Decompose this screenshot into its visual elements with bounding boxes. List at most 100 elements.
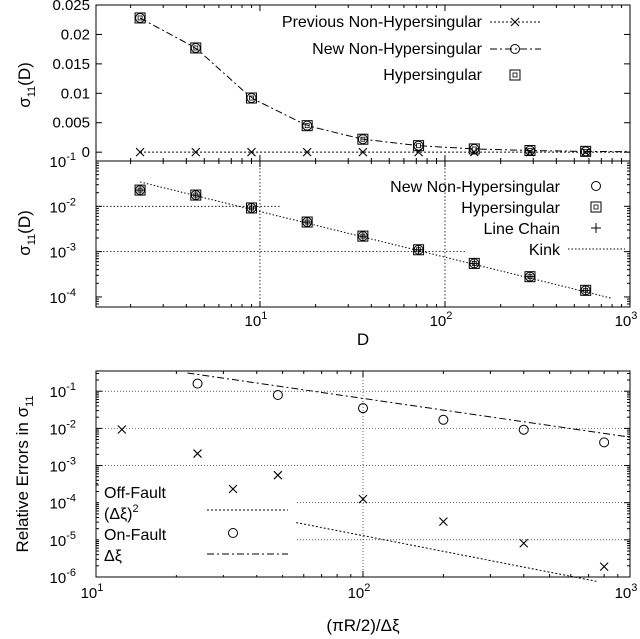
marker-new-non-hypersingular bbox=[469, 143, 480, 154]
marker-on-fault bbox=[438, 414, 449, 425]
legend-label-hypersingular: Hypersingular bbox=[383, 67, 482, 84]
marker-line-chain bbox=[580, 285, 591, 296]
marker-line-chain bbox=[413, 244, 424, 255]
legend-circle-marker-bottom bbox=[228, 528, 238, 538]
series-line-line-chain bbox=[139, 181, 613, 299]
bottom-x-ticks: 101 102 103 bbox=[81, 371, 638, 602]
bottom-y-axis-label: Relative Errors in σ11 bbox=[13, 395, 36, 552]
marker-on-fault bbox=[599, 437, 610, 448]
marker-hypersingular-inner bbox=[471, 146, 477, 152]
marker-line-chain bbox=[524, 271, 535, 282]
middle-y-tick-label: 10-1 bbox=[50, 151, 76, 171]
legend-label-line-chain: Line Chain bbox=[484, 221, 561, 238]
middle-x-tick-label: 103 bbox=[615, 310, 638, 330]
bottom-y-tick-label: 10-4 bbox=[50, 493, 76, 513]
bottom-y-tick-label: 10-6 bbox=[50, 567, 76, 587]
middle-panel: 10-1 10-2 10-3 10-4 101 102 103 σ11(D) D New … bbox=[15, 151, 637, 349]
legend-square-marker bbox=[509, 69, 521, 81]
marker-hypersingular-inner bbox=[304, 123, 310, 129]
marker-off-fault bbox=[273, 470, 283, 480]
legend-label-dxi: Δξ bbox=[104, 548, 122, 565]
marker-line-chain bbox=[469, 258, 480, 269]
legend-label-previous-non-hypersingular: Previous Non-Hypersingular bbox=[282, 14, 483, 31]
marker-line-chain bbox=[246, 202, 257, 213]
marker-new-non-hypersingular bbox=[246, 93, 257, 104]
top-x-ticks bbox=[130, 5, 631, 161]
middle-y-tick-label: 10-3 bbox=[50, 242, 76, 262]
legend-label-kink: Kink bbox=[529, 242, 561, 259]
top-panel: 0 0.005 0.01 0.015 0.02 0.025 σ11(D) Previous… bbox=[15, 0, 631, 162]
legend-label-new-non-hypersingular-mid: New Non-Hypersingular bbox=[390, 179, 561, 196]
marker-line-chain bbox=[135, 185, 146, 196]
marker-off-fault bbox=[358, 494, 368, 504]
bottom-x-tick-label: 102 bbox=[348, 582, 371, 602]
middle-series bbox=[96, 161, 613, 307]
top-y-tick-label: 0.015 bbox=[52, 56, 90, 73]
legend-label-new-non-hypersingular: New Non-Hypersingular bbox=[312, 41, 483, 58]
top-y-tick-label: 0.005 bbox=[52, 115, 90, 132]
marker-off-fault bbox=[438, 517, 448, 526]
legend-circle-marker bbox=[510, 44, 520, 54]
marker-new-non-hypersingular bbox=[357, 134, 368, 145]
marker-hypersingular-inner bbox=[249, 95, 254, 101]
top-y-axis-label: σ11(D) bbox=[15, 62, 38, 108]
marker-line-chain bbox=[302, 217, 313, 228]
legend-label-on-fault: On-Fault bbox=[104, 527, 167, 544]
bottom-x-tick-label: 103 bbox=[615, 582, 638, 602]
marker-on-fault bbox=[272, 390, 283, 401]
marker-new-non-hypersingular bbox=[135, 12, 146, 23]
marker-off-fault bbox=[193, 449, 202, 458]
bottom-y-ticks: 10-1 10-2 10-3 10-4 10-5 10-6 bbox=[50, 372, 630, 587]
top-y-ticks: 0 0.005 0.01 0.015 0.02 0.025 bbox=[52, 0, 630, 161]
marker-line-chain bbox=[357, 231, 368, 242]
middle-plot-frame bbox=[95, 160, 631, 308]
bottom-y-tick-label: 10-1 bbox=[50, 381, 76, 401]
bottom-x-axis-label: (πR/2)/Δξ bbox=[326, 616, 400, 635]
top-y-tick-label: 0.025 bbox=[52, 0, 90, 14]
marker-line-chain bbox=[190, 190, 201, 201]
top-y-tick-label: 0.01 bbox=[61, 85, 90, 102]
legend-square-marker-mid bbox=[590, 201, 602, 213]
marker-hypersingular-inner bbox=[416, 143, 421, 149]
bottom-legend-box bbox=[99, 480, 295, 575]
bottom-y-tick-label: 10-3 bbox=[50, 456, 76, 476]
middle-y-tick-label: 10-2 bbox=[50, 196, 76, 216]
marker-previous-non-hypersingular bbox=[469, 147, 479, 157]
marker-previous-non-hypersingular bbox=[191, 147, 201, 157]
marker-hypersingular-inner bbox=[583, 148, 589, 154]
marker-new-non-hypersingular bbox=[190, 42, 201, 53]
middle-x-axis-label: D bbox=[357, 330, 369, 349]
marker-new-non-hypersingular bbox=[524, 145, 535, 156]
bottom-grid bbox=[96, 371, 630, 577]
legend-label-dxi-squared: (Δξ)2 bbox=[104, 503, 139, 523]
marker-previous-non-hypersingular bbox=[247, 147, 256, 157]
marker-new-non-hypersingular bbox=[302, 120, 313, 131]
legend-x-marker-bottom bbox=[228, 484, 238, 494]
middle-x-tick-label: 101 bbox=[245, 310, 268, 330]
top-y-tick-label: 0 bbox=[82, 144, 90, 161]
marker-on-fault bbox=[518, 424, 529, 435]
marker-previous-non-hypersingular bbox=[135, 147, 145, 157]
marker-hypersingular-inner bbox=[360, 136, 366, 142]
marker-off-fault bbox=[117, 425, 127, 434]
marker-on-fault bbox=[192, 378, 203, 389]
legend-x-marker bbox=[510, 17, 520, 27]
bottom-panel: 10-1 10-2 10-3 10-4 10-5 10-6 101 102 103 Relat… bbox=[13, 370, 638, 635]
top-y-tick-label: 0.02 bbox=[61, 26, 90, 43]
marker-off-fault bbox=[599, 562, 609, 572]
legend-plus-marker bbox=[591, 223, 601, 233]
marker-hypersingular-inner bbox=[193, 45, 199, 51]
bottom-x-tick-label: 101 bbox=[81, 582, 104, 602]
bottom-y-tick-label: 10-5 bbox=[50, 530, 76, 550]
bottom-y-tick-label: 10-2 bbox=[50, 418, 76, 438]
marker-off-fault bbox=[519, 538, 529, 548]
legend-circle-marker-mid bbox=[591, 181, 601, 191]
middle-y-axis-label: σ11(D) bbox=[15, 210, 38, 256]
legend-label-off-fault: Off-Fault bbox=[104, 485, 167, 502]
marker-new-non-hypersingular bbox=[413, 140, 424, 151]
middle-x-ticks: 101 102 103 bbox=[130, 161, 638, 330]
middle-x-tick-label: 102 bbox=[430, 310, 453, 330]
middle-y-ticks: 10-1 10-2 10-3 10-4 bbox=[50, 151, 630, 308]
top-series bbox=[134, 12, 631, 157]
